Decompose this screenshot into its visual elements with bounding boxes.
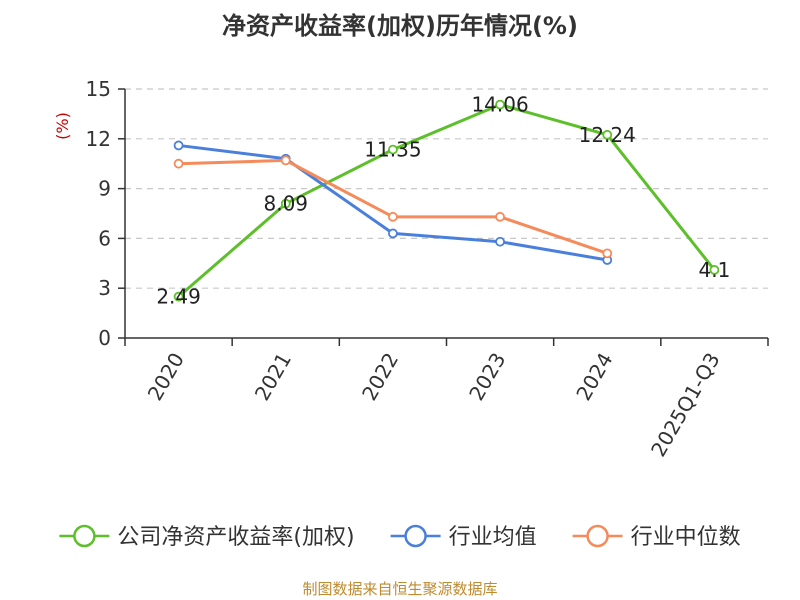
x-tick-label: 2020 <box>143 349 189 405</box>
data-label: 14.06 <box>471 93 528 117</box>
legend-label: 公司净资产收益率(加权) <box>117 525 354 550</box>
data-point-series-2 <box>602 248 613 259</box>
series-lines <box>173 99 720 302</box>
x-tick-label: 2022 <box>357 349 403 405</box>
y-tick-label: 3 <box>98 276 111 300</box>
legend-label: 行业均值 <box>449 525 537 550</box>
data-point-series-0 <box>173 291 184 302</box>
data-label: 12.24 <box>579 123 636 147</box>
data-label: 4.1 <box>699 258 731 282</box>
source-note: 制图数据来自恒生聚源数据库 <box>302 580 497 598</box>
legend-circle-symbol <box>73 524 96 548</box>
data-label: 11.35 <box>364 138 421 162</box>
data-point-series-1 <box>173 140 184 151</box>
data-point-series-0 <box>388 144 398 155</box>
data-label: 8.09 <box>263 192 308 216</box>
data-point-series-2 <box>495 211 505 222</box>
y-tick-label: 9 <box>98 177 111 201</box>
chart-title: 净资产收益率(加权)历年情况(%) <box>222 12 578 40</box>
data-label: 2.49 <box>156 285 201 309</box>
y-tick-label: 12 <box>86 127 111 151</box>
data-point-series-2 <box>280 155 291 166</box>
legend-circle-symbol <box>404 524 427 548</box>
data-point-series-2 <box>388 211 398 222</box>
data-point-series-2 <box>173 158 184 169</box>
legend-item-2[interactable]: 行业中位数 <box>572 524 741 550</box>
series-line-0 <box>177 103 716 299</box>
legend: 公司净资产收益率(加权) 行业均值 行业中位数 <box>59 524 741 550</box>
y-tick-label: 0 <box>98 326 111 350</box>
legend-item-0[interactable]: 公司净资产收益率(加权) <box>59 524 355 550</box>
x-tick-label: 2023 <box>464 349 510 405</box>
x-tick-label: 2021 <box>250 349 296 405</box>
legend-label: 行业中位数 <box>631 525 741 550</box>
data-point-series-0 <box>280 198 291 209</box>
legend-item-1[interactable]: 行业均值 <box>390 524 537 550</box>
y-tick-label: 6 <box>98 226 111 250</box>
x-tick-label: 2025Q1-Q3 <box>646 349 725 461</box>
y-axis-unit-label: (%) <box>53 112 72 140</box>
data-point-series-1 <box>388 228 398 239</box>
data-labels: 2.49 8.09 11.35 14.06 12.24 4.1 <box>156 93 730 309</box>
y-tick-label: 15 <box>86 77 111 101</box>
data-point-series-0 <box>602 129 613 140</box>
data-point-series-1 <box>495 236 505 247</box>
legend-circle-symbol <box>586 524 609 548</box>
data-point-series-0 <box>709 265 720 275</box>
data-point-series-0 <box>495 99 505 110</box>
x-tick-label: 2024 <box>571 349 617 405</box>
